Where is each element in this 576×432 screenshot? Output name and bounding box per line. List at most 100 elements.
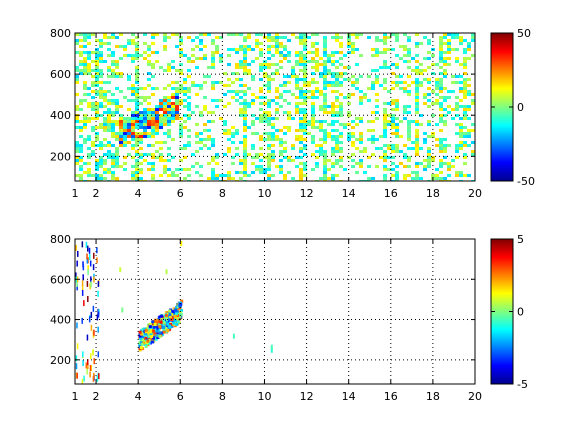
heatmap-cell: [303, 33, 307, 36]
heatmap-cell: [135, 174, 139, 177]
heatmap-cell: [327, 81, 331, 84]
heatmap-cell: [103, 99, 107, 102]
heatmap-cell: [165, 324, 169, 328]
heatmap-cell: [419, 72, 423, 75]
heatmap-cell: [415, 87, 419, 90]
heatmap-cell: [243, 165, 247, 168]
heatmap-cell: [159, 126, 163, 129]
heatmap-cell: [99, 75, 103, 78]
heatmap-cell: [319, 93, 323, 96]
heatmap-cell: [239, 60, 243, 63]
heatmap-cell: [103, 159, 107, 162]
heatmap-cell: [183, 168, 187, 171]
heatmap-cell: [115, 87, 119, 90]
heatmap-cell: [195, 141, 199, 144]
heatmap-cell: [419, 147, 423, 150]
heatmap-cell: [239, 177, 243, 180]
heatmap-cell: [455, 150, 459, 153]
heatmap-cell: [351, 153, 355, 156]
heatmap-cell: [279, 105, 283, 108]
heatmap-cell: [331, 75, 335, 78]
heatmap-cell: [163, 96, 167, 99]
heatmap-cell: [135, 138, 139, 141]
heatmap-cell: [127, 87, 131, 90]
heatmap-cell: [99, 87, 103, 90]
heatmap-cell: [90, 324, 93, 331]
heatmap-cell: [171, 111, 175, 114]
heatmap-cell: [307, 84, 311, 87]
heatmap-cell: [391, 102, 395, 105]
bottom-colorbar-ticks: -505: [491, 233, 528, 391]
heatmap-cell: [407, 174, 411, 177]
heatmap-cell: [275, 39, 279, 42]
heatmap-cell: [163, 102, 167, 105]
heatmap-cell: [195, 93, 199, 96]
heatmap-cell: [203, 108, 207, 111]
heatmap-cell: [247, 33, 251, 36]
heatmap-cell: [395, 33, 399, 36]
heatmap-cell: [323, 159, 327, 162]
heatmap-cell: [95, 84, 99, 87]
heatmap-cell: [255, 117, 259, 120]
heatmap-cell: [243, 141, 247, 144]
heatmap-cell: [299, 120, 303, 123]
heatmap-cell: [219, 81, 223, 84]
heatmap-cell: [159, 105, 163, 108]
heatmap-cell: [227, 171, 231, 174]
heatmap-cell: [275, 129, 279, 132]
heatmap-cell: [447, 51, 451, 54]
heatmap-cell: [383, 42, 387, 45]
heatmap-cell: [159, 320, 163, 324]
heatmap-cell: [463, 63, 467, 66]
heatmap-cell: [279, 45, 283, 48]
heatmap-cell: [115, 147, 119, 150]
heatmap-cell: [115, 150, 119, 153]
heatmap-cell: [467, 45, 471, 48]
heatmap-cell: [83, 93, 87, 96]
heatmap-cell: [439, 36, 443, 39]
heatmap-cell: [168, 309, 172, 313]
heatmap-cell: [379, 156, 383, 159]
heatmap-cell: [95, 54, 99, 57]
heatmap-cell: [86, 368, 88, 375]
heatmap-cell: [299, 57, 303, 60]
heatmap-cell: [243, 162, 247, 165]
colorbar-tick-label: 5: [517, 233, 524, 246]
heatmap-cell: [160, 322, 164, 326]
heatmap-cell: [463, 141, 467, 144]
heatmap-cell: [203, 96, 207, 99]
heatmap-cell: [83, 84, 87, 87]
heatmap-cell: [283, 48, 287, 51]
heatmap-cell: [267, 57, 271, 60]
heatmap-cell: [399, 135, 403, 138]
heatmap-cell: [307, 81, 311, 84]
heatmap-cell: [167, 108, 171, 111]
heatmap-cell: [199, 165, 203, 168]
heatmap-cell: [403, 174, 407, 177]
heatmap-cell: [351, 144, 355, 147]
heatmap-cell: [179, 308, 183, 312]
heatmap-cell: [391, 162, 395, 165]
heatmap-cell: [87, 57, 91, 60]
heatmap-cell: [355, 138, 359, 141]
heatmap-cell: [339, 105, 343, 108]
heatmap-cell: [247, 45, 251, 48]
heatmap-cell: [199, 48, 203, 51]
heatmap-cell: [451, 159, 455, 162]
heatmap-cell: [295, 138, 299, 141]
heatmap-cell: [403, 33, 407, 36]
heatmap-cell: [263, 132, 267, 135]
heatmap-cell: [343, 72, 347, 75]
heatmap-cell: [199, 84, 203, 87]
heatmap-cell: [347, 102, 351, 105]
heatmap-cell: [383, 159, 387, 162]
heatmap-cell: [455, 81, 459, 84]
heatmap-cell: [255, 42, 259, 45]
heatmap-cell: [171, 174, 175, 177]
heatmap-cell: [331, 60, 335, 63]
heatmap-cell: [443, 123, 447, 126]
heatmap-cell: [82, 261, 84, 268]
heatmap-cell: [91, 126, 95, 129]
heatmap-cell: [131, 114, 135, 117]
heatmap-cell: [355, 171, 359, 174]
